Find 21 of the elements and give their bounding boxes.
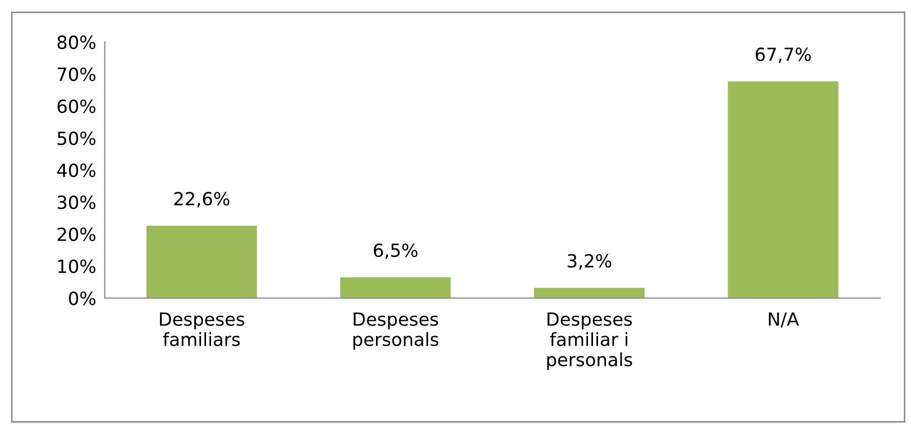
bar — [340, 277, 451, 298]
y-tick-label: 50% — [58, 131, 96, 146]
x-tick-label: Despeses familiars — [160, 312, 244, 346]
x-tick-label: Despeses personals — [353, 312, 438, 350]
y-tick-label: 20% — [58, 228, 96, 242]
data-label: 6,5% — [374, 243, 418, 259]
bar — [728, 81, 838, 298]
y-tick-label: 70% — [58, 67, 96, 82]
y-tick-label: 0% — [68, 292, 96, 306]
data-label: 67,7% — [756, 48, 811, 64]
y-tick-label: 30% — [58, 195, 96, 210]
x-tick-label: N/A — [768, 312, 799, 328]
y-tick-label: 80% — [58, 35, 96, 50]
data-label: 22,6% — [174, 192, 230, 208]
bar — [146, 226, 257, 298]
x-tick-label: Despeses familiar i personals — [547, 312, 632, 370]
y-tick-label: 40% — [57, 163, 96, 178]
y-tick-label: 60% — [58, 99, 96, 114]
y-tick-label: 10% — [58, 260, 96, 274]
bar — [534, 288, 645, 298]
data-label: 3,2% — [568, 254, 612, 270]
